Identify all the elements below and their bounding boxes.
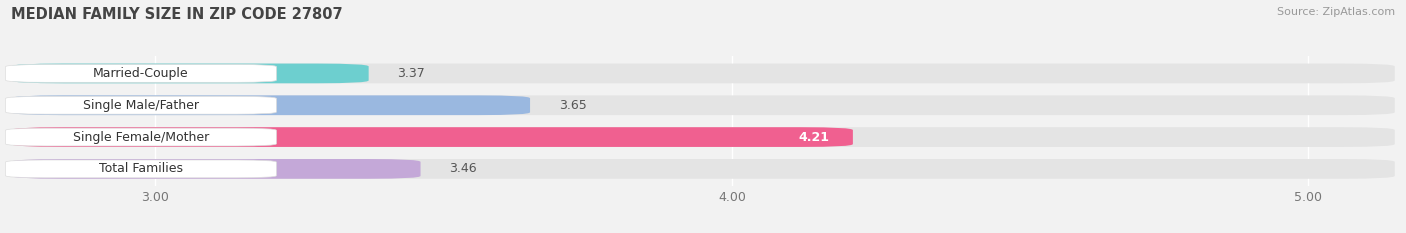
FancyBboxPatch shape [11, 127, 853, 147]
Text: MEDIAN FAMILY SIZE IN ZIP CODE 27807: MEDIAN FAMILY SIZE IN ZIP CODE 27807 [11, 7, 343, 22]
FancyBboxPatch shape [11, 95, 530, 115]
Text: Single Female/Mother: Single Female/Mother [73, 130, 209, 144]
FancyBboxPatch shape [11, 64, 368, 83]
Text: Married-Couple: Married-Couple [93, 67, 188, 80]
FancyBboxPatch shape [6, 96, 277, 114]
Text: Total Families: Total Families [98, 162, 183, 175]
FancyBboxPatch shape [11, 95, 1395, 115]
FancyBboxPatch shape [11, 127, 1395, 147]
FancyBboxPatch shape [11, 159, 420, 179]
FancyBboxPatch shape [6, 128, 277, 146]
Text: 3.37: 3.37 [398, 67, 425, 80]
FancyBboxPatch shape [6, 65, 277, 82]
Text: 3.65: 3.65 [558, 99, 586, 112]
Text: 3.46: 3.46 [450, 162, 477, 175]
FancyBboxPatch shape [6, 160, 277, 178]
Text: Single Male/Father: Single Male/Father [83, 99, 200, 112]
Text: Source: ZipAtlas.com: Source: ZipAtlas.com [1277, 7, 1395, 17]
Text: 4.21: 4.21 [799, 130, 830, 144]
FancyBboxPatch shape [11, 159, 1395, 179]
FancyBboxPatch shape [11, 64, 1395, 83]
